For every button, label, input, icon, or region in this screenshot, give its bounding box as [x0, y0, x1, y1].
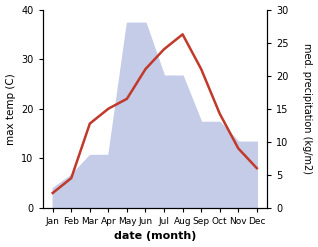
- Y-axis label: max temp (C): max temp (C): [5, 73, 16, 144]
- X-axis label: date (month): date (month): [114, 231, 196, 242]
- Y-axis label: med. precipitation (kg/m2): med. precipitation (kg/m2): [302, 43, 313, 174]
